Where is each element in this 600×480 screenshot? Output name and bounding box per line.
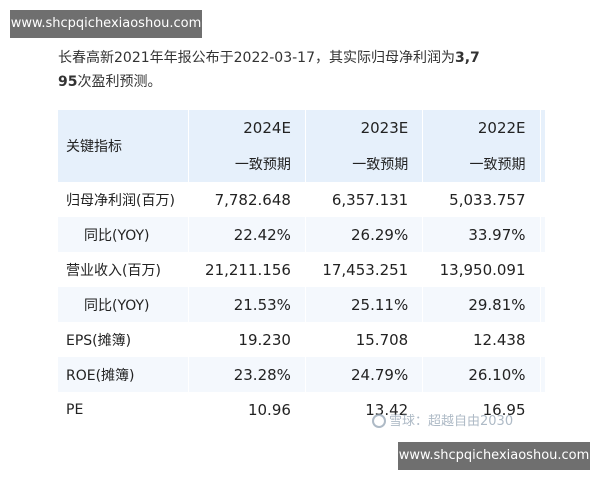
table-row: PE 10.96 13.42 16.95	[58, 392, 546, 427]
table-header-consensus: 一致预期	[305, 146, 424, 182]
table-row: 同比(YOY) 21.53% 25.11% 29.81%	[58, 287, 546, 322]
cell-value: 24.79%	[305, 357, 424, 392]
row-edge	[540, 357, 546, 392]
table-header-year: 2024E	[188, 110, 306, 146]
cell-value: 25.11%	[305, 287, 424, 322]
row-edge	[540, 182, 546, 217]
cell-value: 33.97%	[422, 217, 541, 252]
table-row: EPS(摊簿) 19.230 15.708 12.438	[58, 322, 546, 357]
row-label: 同比(YOY)	[58, 217, 189, 252]
forecast-table: 关键指标 2024E 2023E 2022E 一致预期 一致预期 一致预期 归母…	[58, 110, 546, 427]
cell-value: 12.438	[422, 322, 541, 357]
table-header-year: 2023E	[305, 110, 424, 146]
xueqiu-watermark-text: 雪球：超越自由2030	[389, 414, 514, 429]
cell-value: 22.42%	[188, 217, 306, 252]
intro-paragraph: 长春高新2021年年报公布于2022-03-17，其实际归母净利润为3,7 95…	[58, 46, 546, 94]
intro-line-2: 95次盈利预测。	[58, 70, 546, 94]
table-header-row-consensus: 一致预期 一致预期 一致预期	[58, 146, 546, 182]
row-edge	[540, 252, 546, 287]
cell-value: 6,357.131	[305, 182, 424, 217]
intro-line-2-number: 95	[58, 74, 78, 90]
row-edge	[540, 322, 546, 357]
xueqiu-logo-icon	[372, 414, 386, 428]
table-header-edge	[540, 110, 546, 182]
cell-value: 26.10%	[422, 357, 541, 392]
row-edge	[540, 287, 546, 322]
table-header-year: 2022E	[422, 110, 541, 146]
site-watermark-top: www.shcpqichexiaoshou.com	[10, 10, 202, 38]
row-label: ROE(摊簿)	[58, 357, 189, 392]
row-edge	[540, 392, 546, 427]
row-label: PE	[58, 392, 189, 427]
cell-value: 7,782.648	[188, 182, 306, 217]
intro-line-1-number: 3,7	[455, 50, 480, 66]
cell-value: 21,211.156	[188, 252, 306, 287]
row-label: 归母净利润(百万)	[58, 182, 189, 217]
intro-line-2-text: 次盈利预测。	[77, 74, 162, 90]
cell-value: 13,950.091	[422, 252, 541, 287]
table-header-label: 关键指标	[58, 110, 189, 182]
intro-line-1-text: 长春高新2021年年报公布于2022-03-17，其实际归母净利润为	[58, 50, 455, 66]
cell-value: 21.53%	[188, 287, 306, 322]
cell-value: 17,453.251	[305, 252, 424, 287]
row-edge	[540, 217, 546, 252]
table-row: ROE(摊簿) 23.28% 24.79% 26.10%	[58, 357, 546, 392]
cell-value: 26.29%	[305, 217, 424, 252]
cell-value: 13.42	[305, 392, 424, 427]
row-label: 营业收入(百万)	[58, 252, 189, 287]
intro-line-1: 长春高新2021年年报公布于2022-03-17，其实际归母净利润为3,7	[58, 46, 546, 70]
cell-value: 23.28%	[188, 357, 306, 392]
table-row: 营业收入(百万) 21,211.156 17,453.251 13,950.09…	[58, 252, 546, 287]
table-row: 归母净利润(百万) 7,782.648 6,357.131 5,033.757	[58, 182, 546, 217]
row-label: EPS(摊簿)	[58, 322, 189, 357]
cell-value: 5,033.757	[422, 182, 541, 217]
cell-value: 10.96	[188, 392, 306, 427]
table-header-consensus: 一致预期	[188, 146, 306, 182]
cell-value: 15.708	[305, 322, 424, 357]
table-header-consensus: 一致预期	[422, 146, 541, 182]
cell-value: 16.95	[422, 392, 541, 427]
cell-value: 19.230	[188, 322, 306, 357]
row-label: 同比(YOY)	[58, 287, 189, 322]
cell-value: 29.81%	[422, 287, 541, 322]
forecast-table-container: 关键指标 2024E 2023E 2022E 一致预期 一致预期 一致预期 归母…	[58, 110, 546, 430]
site-watermark-bottom: www.shcpqichexiaoshou.com	[398, 442, 590, 470]
xueqiu-watermark: 雪球：超越自由2030	[372, 410, 513, 429]
table-row: 同比(YOY) 22.42% 26.29% 33.97%	[58, 217, 546, 252]
table-header-row-years: 关键指标 2024E 2023E 2022E	[58, 110, 546, 182]
